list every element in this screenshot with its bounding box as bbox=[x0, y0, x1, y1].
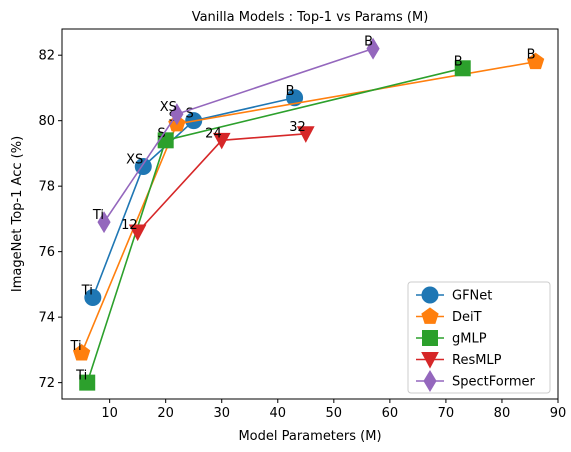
x-tick-label: 30 bbox=[213, 406, 230, 421]
legend-frame bbox=[407, 281, 551, 394]
x-tick-label: 20 bbox=[157, 406, 174, 421]
legend-gmlp-label: gMLP bbox=[452, 332, 487, 347]
legend-deit-marker bbox=[421, 307, 439, 324]
y-tick-label: 80 bbox=[38, 114, 55, 129]
y-tick-label: 82 bbox=[38, 49, 55, 64]
legend-resmlp-marker bbox=[421, 352, 439, 369]
legend-deit-label: DeiT bbox=[452, 310, 482, 325]
resmlp-point bbox=[296, 126, 315, 143]
spectformer-point bbox=[366, 37, 380, 60]
gfnet-point-label: S bbox=[185, 107, 193, 122]
legend: GFNet DeiT gMLP ResMLP SpectFormer bbox=[407, 281, 551, 394]
x-tick-label: 50 bbox=[326, 406, 343, 421]
gfnet-point-label: XS bbox=[126, 153, 143, 168]
gfnet-point-label: B bbox=[286, 84, 295, 99]
spectformer-point-label: XS bbox=[160, 100, 177, 115]
resmlp-point-label: 24 bbox=[205, 126, 222, 141]
deit-point bbox=[526, 52, 545, 70]
deit-point-label: Ti bbox=[69, 339, 81, 354]
y-tick-label: 76 bbox=[38, 245, 55, 260]
legend-spectformer-marker bbox=[423, 370, 437, 392]
gmlp-point-label: S bbox=[157, 126, 165, 141]
spectformer-line bbox=[103, 47, 374, 223]
plot-frame bbox=[61, 28, 559, 400]
x-tick-label: 90 bbox=[550, 406, 567, 421]
y-axis-label: ImageNet Top-1 Acc (%) bbox=[10, 136, 25, 292]
x-axis-label: Model Parameters (M) bbox=[238, 429, 381, 444]
x-tick-label: 70 bbox=[438, 406, 455, 421]
spectformer-point bbox=[97, 211, 111, 234]
gmlp-point bbox=[79, 374, 96, 391]
spectformer-point-label: B bbox=[364, 35, 373, 50]
y-tick-label: 72 bbox=[38, 376, 55, 391]
legend-gfnet-label: GFNet bbox=[452, 289, 492, 304]
gmlp-point-label: B bbox=[454, 54, 463, 69]
gmlp-point-label: Ti bbox=[75, 369, 87, 384]
deit-point bbox=[72, 344, 91, 361]
x-tick-label: 10 bbox=[101, 406, 118, 421]
spectformer-point bbox=[170, 103, 184, 126]
resmlp-point-label: 12 bbox=[121, 218, 138, 233]
x-tick-label: 40 bbox=[270, 406, 287, 421]
chart-title: Vanilla Models : Top-1 vs Params (M) bbox=[192, 10, 429, 25]
x-tick-label: 60 bbox=[382, 406, 399, 421]
spectformer-point-label: Ti bbox=[92, 208, 104, 223]
legend-gfnet-marker bbox=[421, 286, 439, 304]
resmlp-point bbox=[212, 132, 231, 150]
y-tick-label: 78 bbox=[38, 180, 55, 195]
legend-spectformer-label: SpectFormer bbox=[452, 375, 535, 390]
resmlp-point-label: 32 bbox=[289, 120, 306, 135]
gfnet-point bbox=[84, 288, 102, 306]
gfnet-point bbox=[286, 89, 304, 107]
x-tick-label: 80 bbox=[494, 406, 511, 421]
deit-point-label: B bbox=[527, 48, 536, 63]
gfnet-point-label: Ti bbox=[81, 283, 93, 298]
gmlp-point bbox=[454, 60, 471, 77]
resmlp-point bbox=[128, 224, 147, 242]
legend-resmlp-label: ResMLP bbox=[452, 353, 502, 368]
y-tick-label: 74 bbox=[38, 311, 55, 326]
legend-gmlp-marker bbox=[422, 330, 438, 346]
